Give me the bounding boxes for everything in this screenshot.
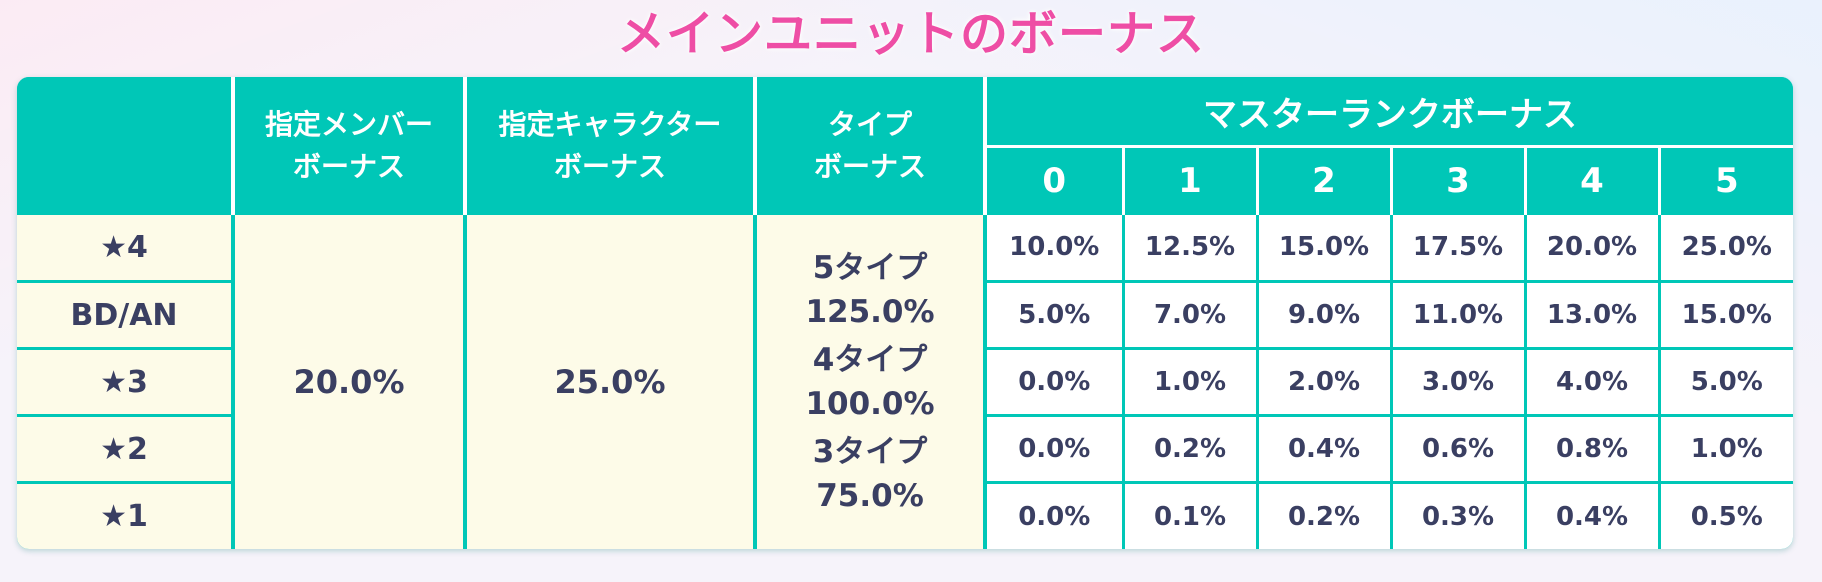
- type-bonus-values: 5タイプ 125.0% 4タイプ 100.0% 3タイプ 75.0%: [755, 214, 987, 549]
- rank-value-cell: 0.4%: [1525, 482, 1661, 549]
- rank-value-cell: 0.2%: [1123, 415, 1259, 484]
- rank-value-cell: 20.0%: [1525, 214, 1661, 283]
- bonus-table: 指定メンバー ボーナス 指定キャラクター ボーナス タイプ ボーナス マスターラ…: [17, 77, 1793, 549]
- rank-value-cell: 7.0%: [1123, 281, 1259, 350]
- rank-header-2: 2: [1257, 146, 1393, 215]
- type-bonus-percent: 125.0%: [805, 294, 935, 330]
- rank-value-cell: 0.3%: [1391, 482, 1527, 549]
- rank-value-cell: 0.2%: [1257, 482, 1393, 549]
- table-row: ★1 0.0% 0.1% 0.2% 0.3% 0.4% 0.5%: [17, 482, 1793, 549]
- rarity-label: ★1: [17, 482, 235, 549]
- rank-value-cell: 0.4%: [1257, 415, 1393, 484]
- rarity-label: BD/AN: [17, 281, 235, 350]
- rank-value-cell: 5.0%: [985, 281, 1125, 350]
- type-bonus-item: 3タイプ 75.0%: [757, 430, 983, 518]
- table-row: ★3 0.0% 1.0% 2.0% 3.0% 4.0% 5.0%: [17, 348, 1793, 417]
- type-bonus-item: 5タイプ 125.0%: [757, 246, 983, 334]
- rank-header-5: 5: [1659, 146, 1793, 215]
- rank-value-cell: 12.5%: [1123, 214, 1259, 283]
- type-bonus-label: 5タイプ: [812, 250, 928, 286]
- table-row: ★2 0.0% 0.2% 0.4% 0.6% 0.8% 1.0%: [17, 415, 1793, 484]
- rank-value-cell: 0.1%: [1123, 482, 1259, 549]
- character-bonus-value: 25.0%: [465, 214, 757, 549]
- rank-value-cell: 0.8%: [1525, 415, 1661, 484]
- rank-value-cell: 3.0%: [1391, 348, 1527, 417]
- rank-value-cell: 25.0%: [1659, 214, 1793, 283]
- rank-value-cell: 4.0%: [1525, 348, 1661, 417]
- character-bonus-header-line2: ボーナス: [553, 149, 666, 183]
- rarity-label: ★3: [17, 348, 235, 417]
- rank-value-cell: 10.0%: [985, 214, 1125, 283]
- table-row: BD/AN 5.0% 7.0% 9.0% 11.0% 13.0% 15.0%: [17, 281, 1793, 350]
- rank-value-cell: 5.0%: [1659, 348, 1793, 417]
- character-bonus-header: 指定キャラクター ボーナス: [465, 77, 757, 215]
- rank-value-cell: 0.0%: [985, 415, 1125, 484]
- type-bonus-header: タイプ ボーナス: [755, 77, 987, 215]
- rank-header-0: 0: [985, 146, 1125, 215]
- rank-value-cell: 13.0%: [1525, 281, 1661, 350]
- type-bonus-item: 4タイプ 100.0%: [757, 338, 983, 426]
- rank-header-3: 3: [1391, 146, 1527, 215]
- member-bonus-header-line1: 指定メンバー: [264, 107, 433, 141]
- type-bonus-header-line1: タイプ: [827, 107, 912, 141]
- table-row: ★4 20.0% 25.0% 5タイプ 125.0% 4タイプ 100.0% 3…: [17, 214, 1793, 549]
- rank-value-cell: 0.6%: [1391, 415, 1527, 484]
- rarity-label: ★4: [17, 214, 235, 283]
- rarity-label: ★2: [17, 415, 235, 484]
- rank-value-cell: 0.0%: [985, 482, 1125, 549]
- rank-header-1: 1: [1123, 146, 1259, 215]
- member-bonus-value: 20.0%: [233, 214, 467, 549]
- master-rank-bonus-header: マスターランクボーナス: [985, 77, 1793, 148]
- rank-value-cell: 11.0%: [1391, 281, 1527, 350]
- rank-value-cell: 9.0%: [1257, 281, 1393, 350]
- type-bonus-percent: 75.0%: [816, 478, 924, 514]
- rank-value-cell: 15.0%: [1659, 281, 1793, 350]
- rank-value-cell: 1.0%: [1659, 415, 1793, 484]
- rank-value-cell: 15.0%: [1257, 214, 1393, 283]
- character-bonus-header-line1: 指定キャラクター: [498, 107, 722, 141]
- bonus-table-container: 指定メンバー ボーナス 指定キャラクター ボーナス タイプ ボーナス マスターラ…: [17, 77, 1793, 549]
- rank-value-cell: 2.0%: [1257, 348, 1393, 417]
- rank-header-4: 4: [1525, 146, 1661, 215]
- rank-value-cell: 0.0%: [985, 348, 1125, 417]
- member-bonus-header: 指定メンバー ボーナス: [233, 77, 467, 215]
- rank-value-cell: 17.5%: [1391, 214, 1527, 283]
- rank-value-cell: 0.5%: [1659, 482, 1793, 549]
- member-bonus-header-line2: ボーナス: [292, 149, 405, 183]
- type-bonus-percent: 100.0%: [805, 386, 935, 422]
- rank-value-cell: 1.0%: [1123, 348, 1259, 417]
- type-bonus-label: 3タイプ: [812, 434, 928, 470]
- page-title: メインユニットのボーナス: [616, 6, 1205, 62]
- type-bonus-header-line2: ボーナス: [813, 149, 926, 183]
- rarity-header-empty: [17, 77, 235, 215]
- type-bonus-label: 4タイプ: [812, 342, 928, 378]
